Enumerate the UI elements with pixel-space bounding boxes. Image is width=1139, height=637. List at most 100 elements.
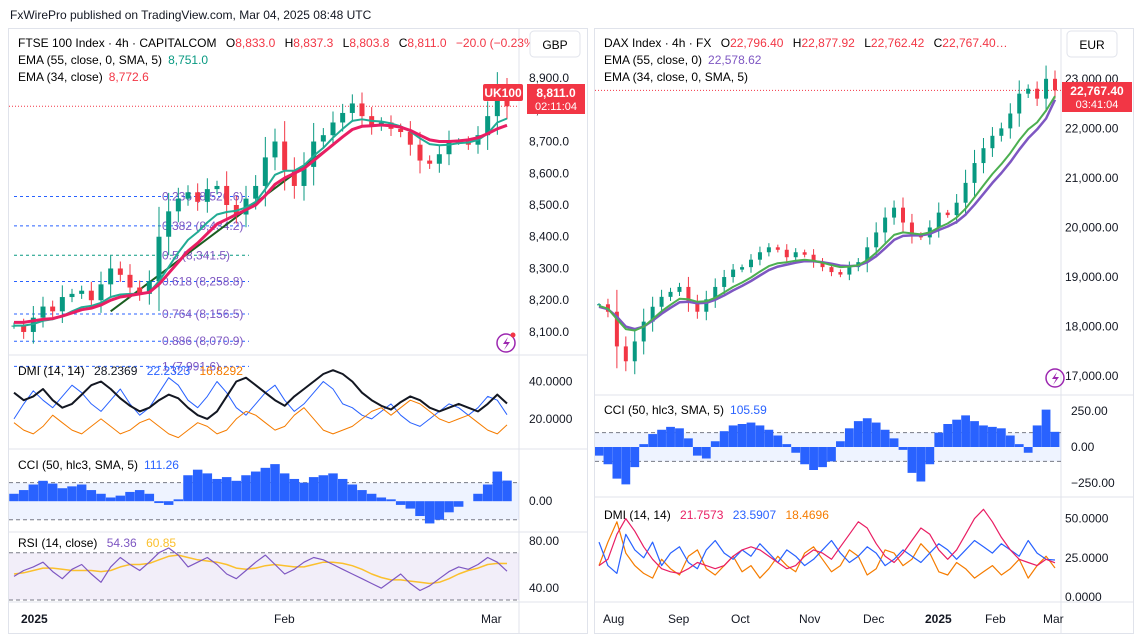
cci-bar [328, 473, 338, 502]
dmi-plus-line [13, 377, 508, 427]
cci-bar [800, 447, 810, 465]
ftse-rsi-legend: RSI (14, close) 54.36 60.85 [18, 536, 176, 550]
dax-candle [972, 163, 977, 183]
notification-dot [510, 332, 516, 338]
cci-bar [692, 447, 702, 456]
cci-bar [366, 493, 377, 502]
cci-bar [86, 490, 97, 502]
dax-candle [829, 267, 834, 273]
dax-candle [740, 267, 745, 270]
dax-ema34-legend: EMA (34, close, 0, SMA, 5) [604, 70, 748, 84]
dax-candle [677, 286, 682, 292]
cci-bar [115, 495, 126, 502]
dmi-minus-line [13, 399, 508, 439]
ftse-candle [301, 166, 307, 186]
dax-candle [1026, 88, 1031, 94]
fib-level-label: 0.618 (8,258.8) [162, 275, 243, 289]
ftse-candle [272, 141, 278, 158]
dax-candle [820, 262, 825, 268]
cci-bar [260, 467, 271, 502]
ftse-candle [40, 306, 46, 318]
cci-bar [809, 447, 818, 470]
ftse-candle [185, 192, 191, 199]
dax-candle [704, 299, 709, 312]
ftse-candle [79, 290, 85, 294]
dax-candle [901, 207, 905, 223]
ftse-candle [137, 287, 143, 294]
ftse-time-label: Feb [274, 612, 295, 626]
dax-chart-pane[interactable]: 23,000.00 22,000.00 21,000.00 20,000.00 19,0… [594, 28, 1134, 634]
cci-bar [827, 447, 836, 462]
cci-bar [612, 447, 622, 479]
dmi-minus-line [598, 521, 1056, 579]
cci-bar [648, 434, 658, 447]
dax-candle [623, 346, 628, 362]
cci-bar [386, 499, 396, 502]
dax-cci-layer [595, 409, 1061, 485]
cci-bar [595, 447, 604, 456]
lightning-icon[interactable] [1045, 368, 1065, 388]
ftse-candle [127, 274, 133, 288]
cci-bar [212, 478, 222, 502]
ftse-candle [166, 211, 172, 237]
ftse-price-y-tick: 8,100.0 [529, 325, 569, 339]
cci-bar [1023, 447, 1033, 453]
cci-bar [755, 425, 765, 447]
ftse-candle [427, 160, 433, 164]
cci-bar [405, 501, 416, 509]
dax-candle [811, 254, 816, 263]
cci-bar [395, 501, 406, 505]
ftse-chart-svg[interactable]: 0.236 (8,526.6)0.382 (8,434.2)0.5 (8,341… [9, 29, 587, 633]
ftse-candle [436, 154, 442, 164]
dax-countdown: 03:41:04 [1076, 99, 1119, 111]
ftse-price-y-tick: 8,200.0 [529, 293, 569, 307]
dax-currency-button[interactable] [1066, 30, 1118, 58]
ftse-rsi-layer [9, 547, 519, 601]
ftse-chart-pane[interactable]: 0.236 (8,526.6) 0.382 (8,434.2) 0.5 (8,341… [8, 28, 588, 634]
cci-bar [482, 484, 493, 502]
fib-level-label: 1 (7,991.6) [162, 359, 220, 373]
dax-candle [874, 232, 879, 248]
cci-bar [144, 493, 155, 502]
dax-time-label: 2025 [925, 612, 952, 626]
ftse-currency[interactable]: GBP [542, 38, 567, 52]
ftse-ema34-legend: EMA (34, close) 8,772.6 [18, 70, 149, 84]
cci-bar [1005, 435, 1015, 447]
cci-bar [603, 447, 613, 465]
lightning-icon[interactable] [496, 333, 516, 353]
ftse-candle [253, 185, 259, 199]
cci-bar [880, 429, 890, 447]
fib-level-label: 0.886 (8,070.9) [162, 334, 243, 348]
ftse-candle [146, 281, 152, 294]
cci-bar [67, 486, 77, 502]
cci-bar [988, 426, 997, 447]
ftse-candle [398, 128, 404, 132]
dax-candle [963, 182, 968, 203]
dax-last-price: 22,767.40 [1070, 84, 1124, 98]
ftse-currency-button[interactable] [529, 30, 581, 58]
dax-price-y-tick: 17,000.00 [1065, 369, 1119, 383]
cci-bar [424, 501, 435, 524]
dax-candle [999, 128, 1004, 136]
ftse-price-y-tick: 8,300.0 [529, 261, 569, 275]
cci-bar [898, 447, 908, 450]
cci-bar [473, 493, 483, 502]
ftse-rsi-y-tick: 80.00 [529, 534, 559, 548]
cci-bar [621, 447, 631, 485]
cci-bar [1050, 431, 1060, 447]
ftse-last-price: 8,811.0 [536, 86, 576, 100]
ftse-axis-layer: 8,900.08,800.08,700.08,600.08,500.08,400… [21, 71, 573, 626]
dax-cci-y-tick: −250.00 [1071, 476, 1115, 490]
cci-bar [719, 431, 729, 447]
dmi-adx-line [13, 369, 508, 420]
cci-bar [453, 501, 464, 507]
dax-chart-svg[interactable]: 23,000.0022,000.0021,000.0020,000.0019,0… [595, 29, 1133, 633]
dax-currency[interactable]: EUR [1079, 38, 1105, 52]
cci-bar [639, 444, 649, 447]
cci-bar [318, 475, 329, 502]
dmi-adx-line [598, 508, 1056, 575]
cci-bar [444, 501, 454, 513]
cci-bar [279, 473, 290, 502]
ftse-symbol-tag-text: UK100 [484, 86, 522, 100]
cci-bar [357, 490, 367, 502]
